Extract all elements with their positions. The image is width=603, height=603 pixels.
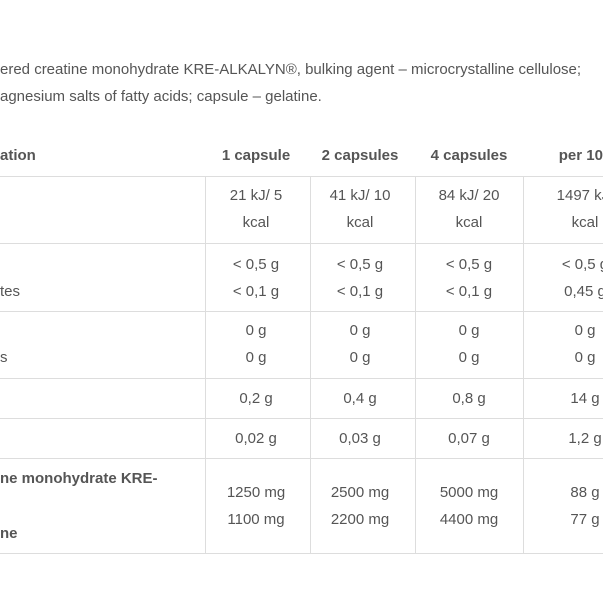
cell-value: 0,02 g — [235, 430, 277, 447]
cell-value: 0 g — [458, 349, 480, 366]
cell-value: 0,8 g — [452, 390, 486, 407]
column-divider — [310, 176, 311, 553]
column-divider — [205, 176, 206, 553]
header-cell: 2 capsules — [321, 147, 399, 164]
cell-value: 5000 mg — [439, 484, 499, 501]
row-divider — [0, 311, 603, 312]
cell-value: < 0,5 g — [561, 256, 603, 273]
cell-value: 2200 mg — [330, 511, 390, 528]
cell-value: 0 g — [245, 322, 267, 339]
cell-value: 4400 mg — [439, 511, 499, 528]
header-cell: ation — [0, 147, 36, 164]
row-label: tes — [0, 283, 21, 300]
cell-value: 2500 mg — [330, 484, 390, 501]
row-divider — [0, 378, 603, 379]
cell-value: 88 g — [570, 484, 600, 501]
cell-value: 77 g — [570, 511, 600, 528]
cell-value: < 0,1 g — [336, 283, 384, 300]
cell-value: 41 kJ/ 10 — [329, 187, 391, 204]
cell-value: 0 g — [458, 322, 480, 339]
cell-value: 0,2 g — [239, 390, 273, 407]
column-divider — [523, 176, 524, 553]
cell-value: kcal — [346, 214, 374, 231]
cell-value: 0 g — [574, 322, 596, 339]
cell-value: 0 g — [245, 349, 267, 366]
row-divider — [0, 458, 603, 459]
cell-value: < 0,5 g — [232, 256, 280, 273]
cell-value: 1250 mg — [226, 484, 286, 501]
row-label: s — [0, 349, 8, 366]
cell-value: kcal — [571, 214, 599, 231]
header-cell: 4 capsules — [430, 147, 508, 164]
cell-value: 0,4 g — [343, 390, 377, 407]
row-label: ne — [0, 525, 18, 542]
cell-value: 1100 mg — [227, 511, 285, 528]
cell-value: 0 g — [349, 349, 371, 366]
cell-value: 14 g — [570, 390, 600, 407]
intro-line: ered creatine monohydrate KRE-ALKALYN®, … — [0, 61, 582, 78]
cell-value: 1497 kJ/ — [556, 187, 603, 204]
row-divider — [0, 418, 603, 419]
cell-value: 84 kJ/ 20 — [438, 187, 500, 204]
cell-value: < 0,1 g — [445, 283, 493, 300]
cell-value: 0 g — [349, 322, 371, 339]
intro-line: agnesium salts of fatty acids; capsule –… — [0, 88, 322, 105]
header-cell: 1 capsule — [221, 147, 291, 164]
cell-value: kcal — [242, 214, 270, 231]
cell-value: 0,07 g — [448, 430, 490, 447]
header-cell: per 100 — [558, 147, 603, 164]
row-label: ne monohydrate KRE- — [0, 470, 158, 487]
cell-value: < 0,1 g — [232, 283, 280, 300]
cell-value: < 0,5 g — [336, 256, 384, 273]
cell-value: 0,03 g — [339, 430, 381, 447]
cell-value: 21 kJ/ 5 — [229, 187, 283, 204]
cell-value: 0 g — [574, 349, 596, 366]
cell-value: 1,2 g — [568, 430, 602, 447]
cell-value: < 0,5 g — [445, 256, 493, 273]
row-divider — [0, 243, 603, 244]
column-divider — [415, 176, 416, 553]
row-divider — [0, 553, 603, 554]
cell-value: 0,45 g — [564, 283, 603, 300]
row-divider — [0, 176, 603, 177]
cell-value: kcal — [455, 214, 483, 231]
